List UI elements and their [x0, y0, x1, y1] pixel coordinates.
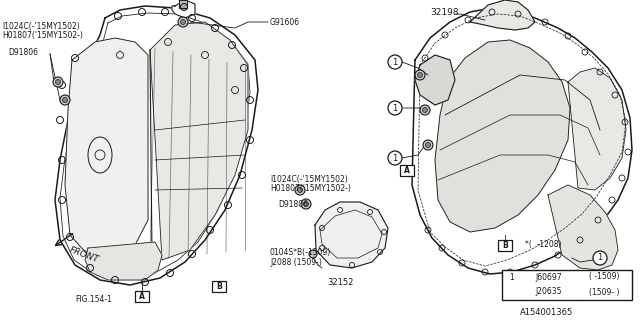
Text: H01807('15MY1502-): H01807('15MY1502-) — [270, 184, 351, 193]
Text: 1: 1 — [509, 273, 515, 282]
Circle shape — [301, 199, 311, 209]
Circle shape — [295, 185, 305, 195]
Circle shape — [506, 271, 518, 284]
Bar — [502, 270, 632, 300]
Polygon shape — [55, 6, 258, 285]
Circle shape — [298, 188, 303, 193]
Circle shape — [388, 151, 402, 165]
Text: B: B — [502, 241, 508, 250]
Circle shape — [420, 105, 430, 115]
Polygon shape — [315, 202, 388, 268]
Polygon shape — [150, 22, 248, 260]
Text: J2088 (1509-): J2088 (1509-) — [270, 258, 322, 267]
Text: 32152: 32152 — [327, 278, 353, 287]
Polygon shape — [568, 68, 626, 190]
Text: I1024C(-'15MY1502): I1024C(-'15MY1502) — [2, 22, 80, 31]
Text: (1509- ): (1509- ) — [589, 287, 620, 297]
Text: J60697: J60697 — [536, 273, 563, 282]
Polygon shape — [172, 0, 195, 18]
Bar — [212, 281, 226, 292]
Bar — [400, 165, 414, 176]
Circle shape — [415, 70, 425, 80]
Text: I1024C(-'15MY1502): I1024C(-'15MY1502) — [270, 175, 348, 184]
Circle shape — [423, 140, 433, 150]
Bar — [498, 240, 512, 251]
Text: *(  -1208): *( -1208) — [525, 240, 561, 249]
Polygon shape — [412, 8, 632, 274]
Polygon shape — [548, 185, 618, 270]
Circle shape — [60, 95, 70, 105]
Circle shape — [388, 55, 402, 69]
Text: D91806: D91806 — [278, 200, 308, 209]
Text: 1: 1 — [392, 154, 397, 163]
Text: 1: 1 — [597, 253, 603, 262]
Circle shape — [309, 250, 317, 258]
Text: D91806: D91806 — [8, 48, 38, 57]
Text: A: A — [139, 292, 145, 301]
Text: A154001365: A154001365 — [520, 308, 573, 317]
Circle shape — [593, 251, 607, 265]
Circle shape — [63, 98, 67, 102]
Circle shape — [388, 101, 402, 115]
Bar — [135, 291, 149, 302]
Circle shape — [426, 142, 431, 148]
Text: A: A — [404, 166, 410, 175]
Circle shape — [53, 77, 63, 87]
Polygon shape — [435, 40, 570, 232]
Text: FRONT: FRONT — [68, 245, 100, 264]
Polygon shape — [415, 55, 455, 105]
Text: ( -1509): ( -1509) — [589, 273, 620, 282]
Text: 32198: 32198 — [431, 8, 460, 17]
Text: 1: 1 — [392, 58, 397, 67]
Circle shape — [56, 79, 61, 84]
Polygon shape — [470, 0, 535, 30]
Circle shape — [417, 73, 422, 77]
Circle shape — [180, 4, 188, 11]
Text: J20635: J20635 — [536, 287, 563, 297]
Circle shape — [303, 202, 308, 206]
Text: H01807('15MY1502-): H01807('15MY1502-) — [2, 31, 83, 40]
Text: 1: 1 — [392, 103, 397, 113]
Text: FIG.154-1: FIG.154-1 — [75, 295, 112, 304]
Text: 0104S*B(-1509): 0104S*B(-1509) — [270, 248, 332, 257]
Circle shape — [422, 108, 428, 113]
Polygon shape — [179, 0, 187, 8]
Text: B: B — [216, 282, 222, 291]
Circle shape — [178, 17, 188, 27]
Circle shape — [180, 20, 186, 25]
Polygon shape — [65, 38, 148, 260]
Polygon shape — [85, 242, 162, 280]
Text: G91606: G91606 — [270, 18, 300, 27]
